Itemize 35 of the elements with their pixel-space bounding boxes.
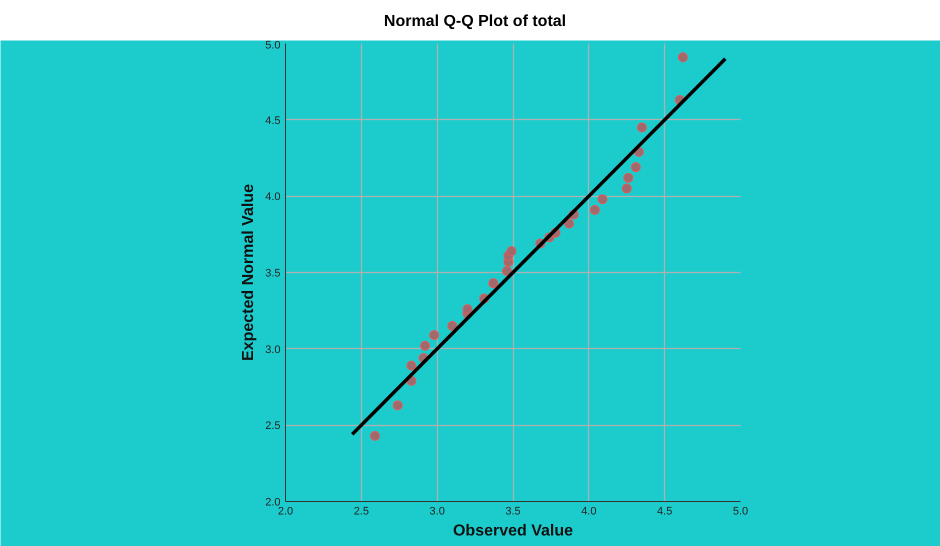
point (622, 184, 632, 194)
point (502, 266, 512, 276)
point (678, 52, 688, 62)
point (597, 194, 608, 204)
point (623, 172, 634, 183)
y-tick-label: 4.0 (265, 191, 281, 204)
x-tick-label: 3.0 (430, 506, 445, 518)
y-tick-label: 2.0 (265, 496, 281, 508)
y-tick-label: 4.5 (265, 114, 281, 127)
point (564, 218, 574, 229)
point (447, 320, 458, 331)
point (420, 340, 430, 351)
point (462, 304, 472, 314)
point (392, 400, 403, 410)
point (488, 278, 498, 288)
point (630, 162, 641, 172)
point (506, 246, 516, 256)
x-tick-label: 4.0 (581, 506, 596, 518)
point (370, 430, 380, 441)
y-tick-label: 3.0 (265, 344, 281, 356)
x-axis-title: Observed Value (452, 522, 574, 540)
chart-title: Normal Q-Q Plot of total (384, 12, 566, 32)
x-tick-label: 2.0 (278, 506, 294, 518)
x-tick-label: 5.0 (732, 506, 748, 518)
y-tick-label: 2.5 (265, 420, 281, 432)
point (406, 360, 416, 371)
x-tick-label: 2.5 (354, 506, 369, 518)
y-tick-label: 5.0 (265, 40, 281, 52)
y-tick-label: 3.5 (265, 268, 281, 280)
y-axis-title: Expected Normal Value (240, 184, 258, 361)
point (429, 330, 440, 340)
x-tick-label: 3.5 (505, 506, 521, 518)
point (590, 204, 600, 215)
point (636, 122, 647, 132)
x-tick-label: 4.5 (657, 506, 672, 518)
